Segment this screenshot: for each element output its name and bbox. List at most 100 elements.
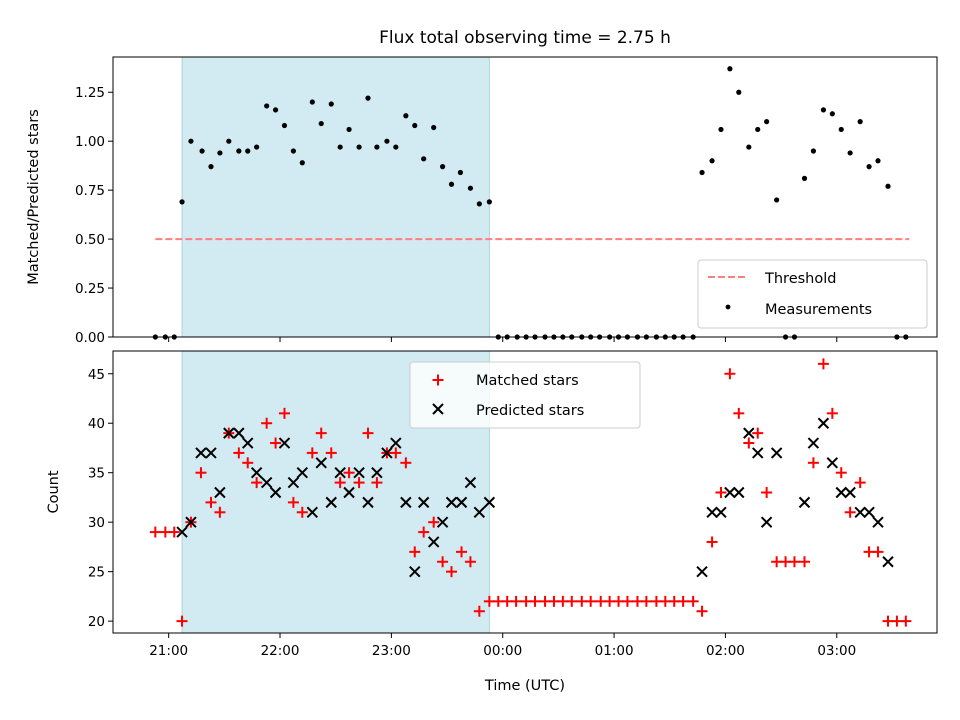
measurement-point: [208, 164, 214, 170]
matched-star-point: [353, 477, 365, 489]
matched-star-point: [343, 467, 355, 479]
measurement-point: [838, 126, 844, 133]
matched-star-point: [900, 615, 912, 627]
predicted-star-point: [872, 516, 884, 528]
predicted-star-point: [362, 496, 374, 509]
matched-star-point: [242, 457, 254, 469]
matched-star-point: [428, 516, 440, 528]
bottom-panel-counts: 20 25 30 35 40 45 21:00 22:00 23:00 00:00 01:00 02…: [46, 350, 938, 694]
predicted-star-point: [214, 486, 226, 499]
measurement-point: [440, 164, 446, 170]
legend-measurements-swatch: [725, 304, 731, 310]
matched-star-point: [251, 477, 263, 489]
predicted-star-point: [743, 427, 755, 439]
legend-box: [697, 259, 928, 329]
matched-star-point: [261, 417, 273, 429]
predicted-star-point: [436, 516, 449, 528]
predicted-star-point: [353, 466, 365, 479]
bottom-y-axis-label: Count: [46, 470, 62, 513]
matched-star-point: [296, 506, 308, 518]
measurement-point: [431, 124, 437, 131]
measurement-point: [403, 113, 409, 119]
predicted-star-point: [390, 437, 402, 449]
matched-star-point: [446, 566, 458, 578]
matched-star-point: [826, 407, 838, 419]
matched-star-point: [149, 526, 161, 538]
x-tick-label: 02:00: [706, 643, 745, 659]
predicted-star-point: [733, 486, 745, 499]
matched-star-point: [409, 546, 421, 558]
predicted-star-point: [427, 536, 440, 548]
measurement-point: [346, 126, 352, 133]
legend-matched-swatch: [432, 374, 444, 386]
matched-star-point: [176, 615, 188, 627]
x-tick-label: 03:00: [817, 643, 856, 659]
predicted-star-point: [752, 447, 764, 459]
matched-star-point: [371, 477, 383, 489]
chart-title: Flux total observing time = 2.75 h: [379, 28, 671, 48]
predicted-star-point: [826, 457, 839, 469]
measurement-point: [829, 111, 835, 117]
y-tick-label: 30: [88, 515, 105, 531]
predicted-star-point: [205, 447, 217, 459]
predicted-star-point: [863, 506, 875, 518]
measurement-point: [217, 150, 223, 156]
measurement-point: [727, 66, 733, 72]
predicted-star-point: [223, 427, 235, 439]
predicted-star-point: [817, 417, 830, 429]
measurement-point: [309, 99, 315, 105]
matched-star-point: [706, 536, 718, 548]
y-tick-label: 1.00: [75, 134, 105, 150]
x-tick-label: 21:00: [149, 643, 188, 659]
measurement-point: [709, 158, 715, 164]
x-axis-label: Time (UTC): [484, 678, 565, 694]
matched-star-point: [529, 595, 541, 607]
predicted-star-point: [269, 486, 282, 499]
measurement-point: [384, 138, 390, 144]
matched-star-point: [325, 447, 337, 459]
predicted-star-point: [854, 506, 866, 518]
matched-star-point: [854, 477, 866, 489]
x-tick-label: 01:00: [595, 643, 634, 659]
matched-star-point: [437, 556, 449, 568]
predicted-star-point: [696, 565, 708, 578]
predicted-star-point: [343, 486, 355, 499]
matched-star-point: [233, 447, 245, 459]
matched-star-point: [456, 546, 468, 558]
y-tick-label: 0.00: [75, 330, 105, 346]
predicted-star-point: [706, 506, 718, 518]
measurement-point: [764, 119, 770, 125]
matched-star-point: [817, 358, 829, 370]
matched-star-point: [418, 526, 430, 538]
matched-star-point: [788, 556, 800, 568]
matched-star-point: [566, 595, 578, 607]
predicted-star-point: [483, 496, 496, 509]
measurement-point: [736, 89, 742, 95]
y-tick-label: 40: [88, 416, 105, 432]
measurement-point: [299, 160, 305, 166]
y-tick-label: 45: [88, 367, 105, 383]
matched-star-point: [168, 526, 180, 538]
legend-predicted-swatch: [432, 403, 444, 415]
matched-star-point: [306, 447, 318, 459]
measurement-point: [272, 107, 279, 113]
legend-measurements-label: Measurements: [765, 302, 872, 318]
matched-star-point: [362, 427, 374, 439]
y-tick-label: 1.25: [75, 85, 105, 101]
predicted-star-point: [798, 496, 811, 509]
y-tick-label: 0.50: [75, 232, 105, 248]
predicted-star-point: [882, 556, 894, 568]
measurement-point: [245, 148, 251, 154]
predicted-star-point: [455, 496, 468, 509]
measurement-point: [448, 181, 455, 187]
measurement-point: [236, 148, 242, 154]
legend-threshold-label: Threshold: [764, 271, 836, 287]
matched-star-point: [205, 496, 217, 508]
predicted-star-point: [242, 437, 254, 449]
predicted-star-point: [233, 427, 245, 439]
predicted-star-point: [287, 476, 300, 489]
measurement-point: [755, 126, 761, 133]
predicted-star-point: [473, 506, 486, 518]
matched-star-point: [621, 595, 633, 607]
predicted-star-point: [760, 516, 773, 528]
